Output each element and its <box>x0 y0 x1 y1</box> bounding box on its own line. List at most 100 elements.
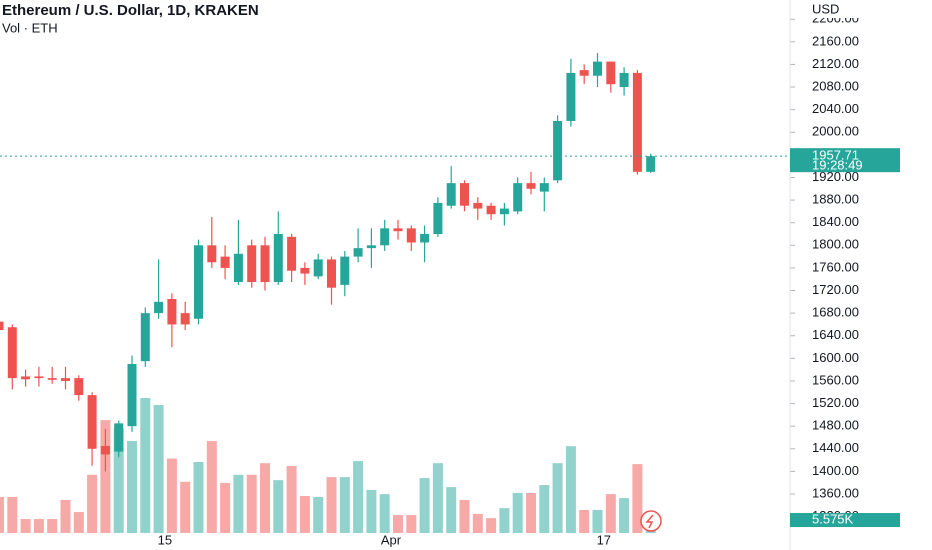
candle-body <box>74 378 84 396</box>
candle-body <box>194 245 203 319</box>
volume-bar <box>73 512 84 533</box>
volume-bar <box>579 509 590 533</box>
volume-bar <box>220 482 231 533</box>
currency: USD <box>812 1 839 16</box>
candle-body <box>353 248 363 257</box>
candle-body <box>593 61 602 76</box>
candle-body <box>21 376 31 380</box>
y-tick-label: 1880.00 <box>812 192 859 207</box>
candle-body <box>247 245 257 283</box>
volume-bar <box>446 487 457 533</box>
volume-bar <box>7 496 18 533</box>
volume-bar <box>393 515 403 533</box>
volume-bar <box>299 495 310 533</box>
candle-body <box>526 183 536 189</box>
axis-header-bg <box>812 2 892 18</box>
volume-bar <box>339 477 350 533</box>
candle-body <box>300 267 310 274</box>
y-tick-label: 1760.00 <box>812 259 859 274</box>
candle-body <box>380 228 390 246</box>
candle-body <box>154 301 164 314</box>
candle-body <box>220 256 230 268</box>
y-tick-label: 2040.00 <box>812 101 859 116</box>
y-tick-label: 1520.00 <box>812 395 859 410</box>
volume-bar <box>592 509 603 533</box>
y-tick-label: 1680.00 <box>812 305 859 320</box>
candle-body <box>47 378 57 380</box>
volume-bar <box>60 499 71 533</box>
volume-bar <box>233 474 244 533</box>
volume-bar <box>166 458 177 533</box>
volume-bar <box>206 441 217 533</box>
candle-body <box>273 234 283 283</box>
candle-body <box>260 245 270 283</box>
chart-subtitle: Vol · ETH <box>2 20 58 35</box>
candle-body <box>100 445 110 455</box>
candle-body <box>566 72 576 121</box>
candle-body <box>114 423 124 452</box>
x-tick-label: 17 <box>597 532 611 547</box>
volume-bar <box>20 519 31 533</box>
y-tick-label: 1840.00 <box>812 214 859 229</box>
candle-body <box>140 313 150 362</box>
logo-icon[interactable] <box>640 510 662 532</box>
candle-body <box>0 321 4 331</box>
volume-bar <box>432 463 443 533</box>
volume-bar <box>180 481 191 533</box>
candle-body <box>406 228 416 243</box>
volume-bar <box>406 515 417 533</box>
y-tick-label: 1440.00 <box>812 440 859 455</box>
y-tick-label: 1800.00 <box>812 237 859 252</box>
candle-body <box>433 202 443 234</box>
x-tick-label: 15 <box>158 532 172 547</box>
volume-bar <box>153 404 164 533</box>
y-tick-label: 2120.00 <box>812 56 859 71</box>
volume-bar <box>619 498 630 533</box>
candle-body <box>180 313 190 325</box>
volume-bar <box>326 477 337 533</box>
y-tick-label: 2000.00 <box>812 124 859 139</box>
volume-bar <box>526 492 536 533</box>
volume-bar <box>379 494 390 533</box>
chart-title: Ethereum / U.S. Dollar, 1D, KRAKEN <box>2 2 259 19</box>
candle-body <box>340 256 350 285</box>
candle-body <box>606 61 616 85</box>
volume-bar <box>313 496 324 533</box>
last-volume-label: 5.575K <box>812 511 854 526</box>
y-tick-label: 1600.00 <box>812 350 859 365</box>
candle-body <box>393 228 403 232</box>
y-tick-label: 2080.00 <box>812 78 859 93</box>
countdown: 19:28:49 <box>812 158 863 173</box>
candle-body <box>34 376 44 379</box>
volume-bar <box>512 492 523 533</box>
candle-body <box>167 299 177 325</box>
candle-body <box>539 183 549 192</box>
volume-bar <box>419 478 430 533</box>
candle-body <box>486 205 496 215</box>
volume-bar <box>366 489 377 533</box>
volume-bar <box>459 499 470 533</box>
candle-body <box>460 183 469 206</box>
y-tick-label: 2160.00 <box>812 33 859 48</box>
y-tick-label: 1920.00 <box>812 169 859 184</box>
volume-bar <box>565 446 576 533</box>
volume-bar <box>260 463 270 533</box>
volume-bar <box>113 428 124 533</box>
volume-bar <box>140 398 151 533</box>
last-price-tag <box>790 148 900 173</box>
y-tick-label: 1400.00 <box>812 463 859 478</box>
candle-body <box>619 72 629 88</box>
candle-body <box>207 245 217 263</box>
price-axis: 1320.001360.001400.001440.001480.001520.… <box>789 0 859 550</box>
candle-body <box>473 202 483 209</box>
volume-bar <box>193 462 204 533</box>
volume-bar <box>486 518 497 533</box>
volume-bar <box>127 441 137 533</box>
volume-bar <box>246 474 257 533</box>
volume-bar <box>47 519 58 533</box>
x-tick-label: Apr <box>381 532 402 547</box>
candle-body <box>513 183 523 212</box>
volume-bar <box>273 480 284 533</box>
volume-bar <box>632 464 643 533</box>
